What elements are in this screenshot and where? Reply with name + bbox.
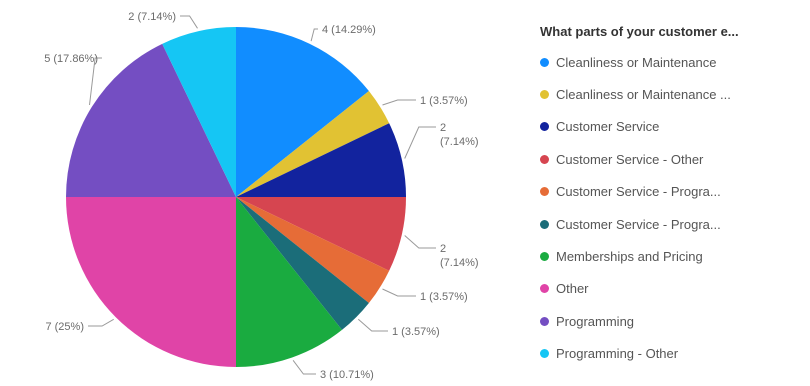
pie-slice-2[interactable]	[236, 91, 390, 197]
pie-slice-1[interactable]	[236, 27, 369, 197]
legend-item-7[interactable]: Memberships and Pricing	[540, 240, 808, 272]
legend-label: Customer Service	[556, 119, 660, 135]
legend-marker-icon	[540, 122, 549, 132]
legend-item-8[interactable]: Other	[540, 273, 808, 305]
data-label-5: 1 (3.57%)	[420, 291, 468, 303]
legend-label: Memberships and Pricing	[556, 249, 703, 265]
pie-slice-6[interactable]	[236, 197, 369, 330]
leader-line-1	[310, 28, 318, 42]
leader-line-10	[180, 15, 198, 29]
legend: What parts of your customer e... Cleanli…	[540, 24, 808, 370]
legend-marker-icon	[540, 154, 549, 164]
legend-item-5[interactable]: Customer Service - Progra...	[540, 176, 808, 208]
data-label-4: 2 (7.14%)	[440, 243, 479, 269]
legend-label: Customer Service - Progra...	[556, 216, 721, 232]
legend-items: Cleanliness or Maintenance Cleanliness or…	[540, 46, 808, 370]
legend-item-4[interactable]: Customer Service - Other	[540, 143, 808, 175]
data-label-1: 4 (14.29%)	[322, 24, 376, 36]
data-label-7: 3 (10.71%)	[320, 369, 374, 381]
leader-line-5	[382, 288, 416, 297]
legend-label: Other	[556, 281, 589, 297]
legend-label: Cleanliness or Maintenance	[556, 54, 717, 70]
legend-marker-icon	[540, 252, 549, 262]
legend-marker-icon	[540, 57, 549, 67]
data-label-9: 5 (17.86%)	[44, 53, 98, 65]
legend-item-6[interactable]: Customer Service - Progra...	[540, 208, 808, 240]
pie-slice-5[interactable]	[236, 197, 390, 303]
data-label-2: 1 (3.57%)	[420, 95, 468, 107]
legend-marker-icon	[540, 187, 549, 197]
legend-marker-icon	[540, 219, 549, 229]
legend-item-2[interactable]: Cleanliness or Maintenance ...	[540, 78, 808, 110]
legend-label: Cleanliness or Maintenance ...	[556, 87, 731, 103]
pie-slice-3[interactable]	[236, 123, 406, 197]
leader-line-7	[292, 359, 316, 375]
legend-label: Programming - Other	[556, 346, 679, 362]
pie-chart: 4 (14.29%) 1 (3.57%) 2 (7.14%) 2 (7.14%) 1 (3.…	[44, 11, 478, 381]
pie-slice-9[interactable]	[66, 43, 236, 198]
pie-slice-4[interactable]	[236, 197, 406, 271]
legend-title: What parts of your customer e...	[540, 24, 739, 39]
leader-line-9	[89, 57, 102, 106]
pie-slices	[66, 27, 406, 367]
data-label-6: 1 (3.57%)	[392, 326, 440, 338]
leader-line-4	[404, 235, 436, 249]
pie-slice-10[interactable]	[162, 27, 236, 197]
leader-line-2	[382, 99, 416, 106]
data-label-8: 7 (25%)	[45, 321, 84, 333]
legend-label: Customer Service - Other	[556, 151, 704, 167]
legend-marker-icon	[540, 90, 549, 100]
data-label-3: 2 (7.14%)	[440, 122, 479, 148]
legend-label: Customer Service - Progra...	[556, 184, 721, 200]
legend-item-3[interactable]: Customer Service	[540, 111, 808, 143]
data-label-10: 2 (7.14%)	[128, 11, 176, 23]
pie-data-labels: 4 (14.29%) 1 (3.57%) 2 (7.14%) 2 (7.14%) 1 (3.…	[44, 11, 478, 381]
legend-marker-icon	[540, 284, 549, 294]
leader-line-3	[404, 126, 436, 159]
leader-line-6	[357, 318, 388, 332]
legend-item-9[interactable]: Programming	[540, 305, 808, 337]
legend-marker-icon	[540, 349, 549, 359]
pie-slice-7[interactable]	[236, 197, 342, 367]
legend-item-1[interactable]: Cleanliness or Maintenance	[540, 46, 808, 78]
pie-slice-8[interactable]	[66, 197, 236, 367]
legend-marker-icon	[540, 316, 549, 326]
legend-item-10[interactable]: Programming - Other	[540, 338, 808, 370]
leader-line-8	[88, 318, 114, 327]
legend-label: Programming	[556, 313, 635, 329]
